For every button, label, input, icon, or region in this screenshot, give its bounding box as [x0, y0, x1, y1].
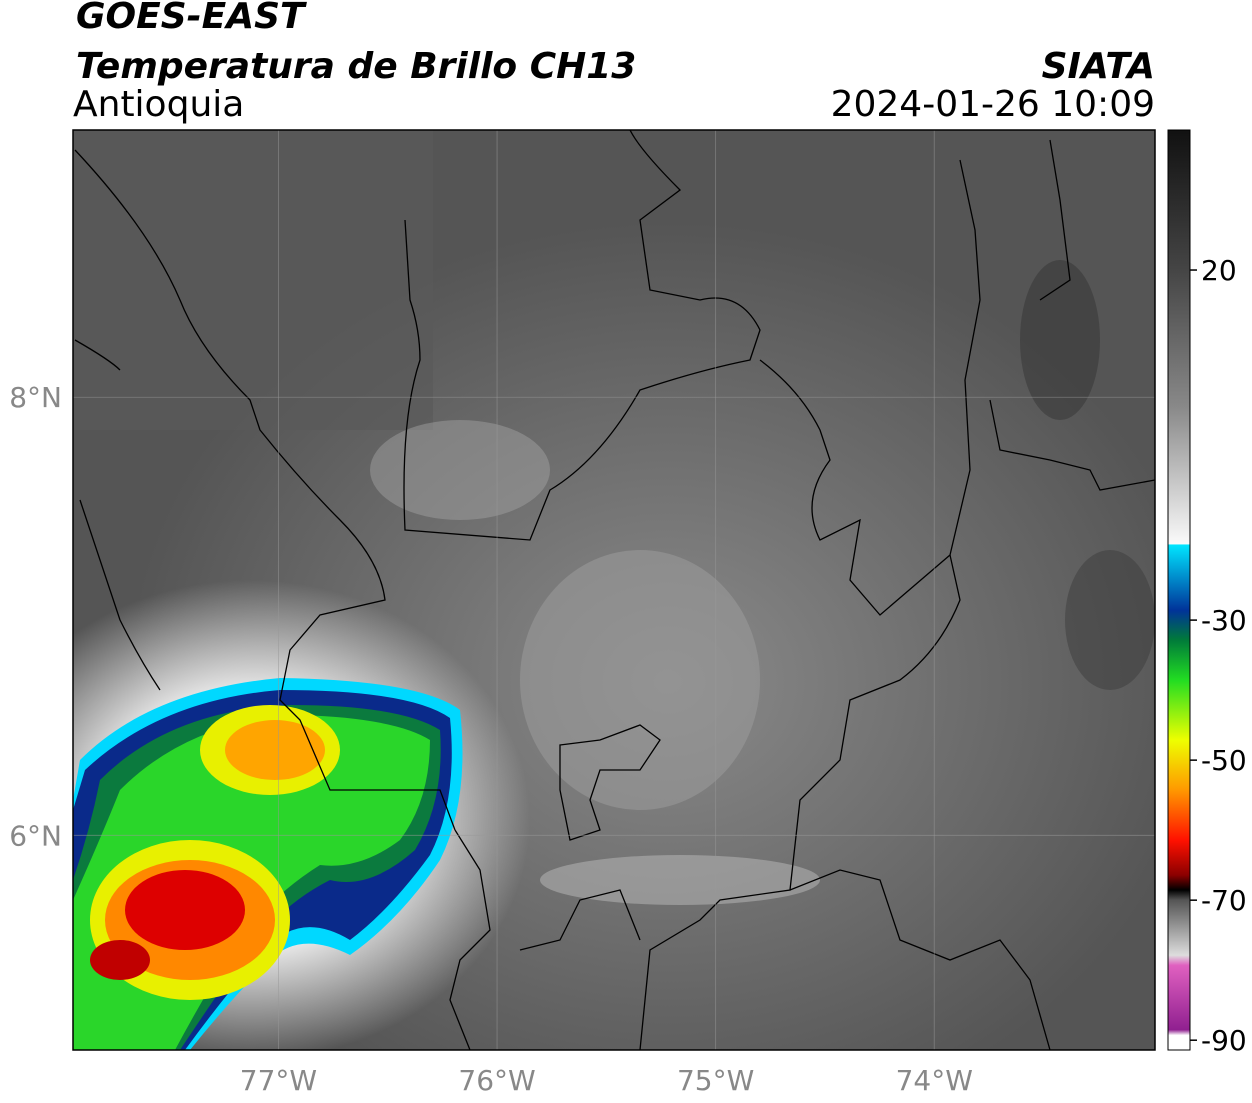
colorbar-tick-label: -50 [1201, 744, 1247, 777]
colorbar [1167, 129, 1191, 1051]
colorbar-tick-label: -30 [1201, 604, 1247, 637]
x-tick-label: 77°W [240, 1064, 317, 1097]
colorbar-tick-label: -90 [1201, 1024, 1247, 1057]
y-tick-label: 6°N [9, 819, 62, 852]
x-tick-label: 74°W [896, 1064, 973, 1097]
source: SIATA [1042, 46, 1155, 87]
satellite-image [73, 130, 1155, 1050]
title: GOES-EAST [76, 0, 307, 37]
region: Antioquia [73, 84, 244, 125]
colorbar-tick-label: 20 [1201, 254, 1237, 287]
datetime: 2024-01-26 10:09 [831, 84, 1155, 125]
subtitle: Temperatura de Brillo CH13 [76, 46, 636, 87]
y-tick-label: 8°N [9, 381, 62, 414]
colorbar-tick-label: -70 [1201, 884, 1247, 917]
graticule [73, 130, 1155, 1050]
map-frame [72, 129, 1156, 1051]
x-tick-label: 76°W [458, 1064, 535, 1097]
x-tick-label: 75°W [677, 1064, 754, 1097]
